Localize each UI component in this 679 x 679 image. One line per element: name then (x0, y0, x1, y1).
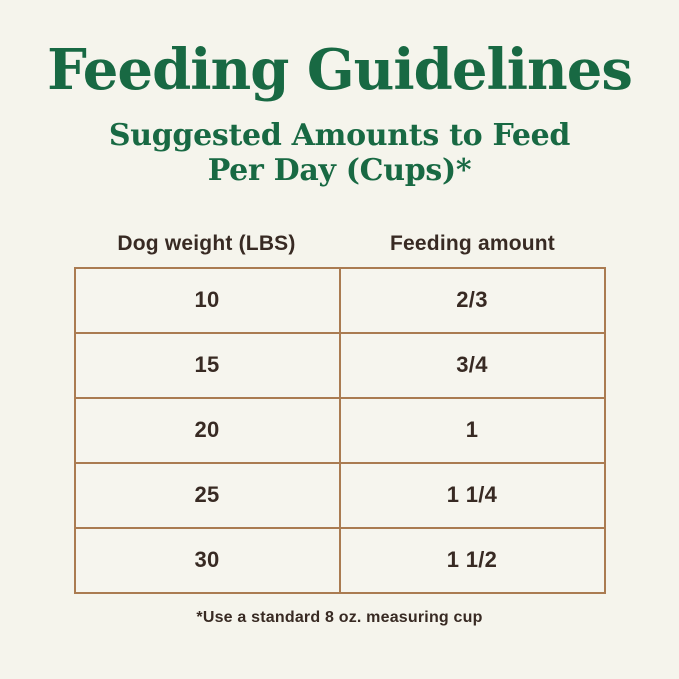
cell-weight: 20 (73, 396, 341, 464)
table-row: 15 3/4 (73, 331, 606, 399)
cell-amount: 1 (338, 396, 606, 464)
table-row: 10 2/3 (73, 266, 606, 334)
cell-weight: 10 (73, 266, 341, 334)
table-row: 25 1 1/4 (73, 461, 606, 529)
feeding-table: 10 2/3 15 3/4 20 1 25 1 1/4 30 1 1/2 (73, 266, 606, 594)
cell-weight: 30 (73, 526, 341, 594)
cell-amount: 2/3 (338, 266, 606, 334)
cell-amount: 3/4 (338, 331, 606, 399)
cell-amount: 1 1/2 (338, 526, 606, 594)
page-subtitle: Suggested Amounts to Feed Per Day (Cups)… (80, 118, 600, 188)
table-column-headers: Dog weight (LBS) Feeding amount (74, 232, 606, 256)
column-header-feeding-amount: Feeding amount (390, 231, 555, 255)
subtitle-line-2: Per Day (Cups)* (207, 152, 472, 188)
table-row: 30 1 1/2 (73, 526, 606, 594)
table-row: 20 1 (73, 396, 606, 464)
measuring-cup-footnote: *Use a standard 8 oz. measuring cup (196, 608, 483, 626)
page-title: Feeding Guidelines (47, 37, 633, 103)
cell-amount: 1 1/4 (338, 461, 606, 529)
subtitle-line-1: Suggested Amounts to Feed (108, 117, 571, 153)
cell-weight: 15 (73, 331, 341, 399)
cell-weight: 25 (73, 461, 341, 529)
column-header-dog-weight: Dog weight (LBS) (117, 231, 296, 255)
